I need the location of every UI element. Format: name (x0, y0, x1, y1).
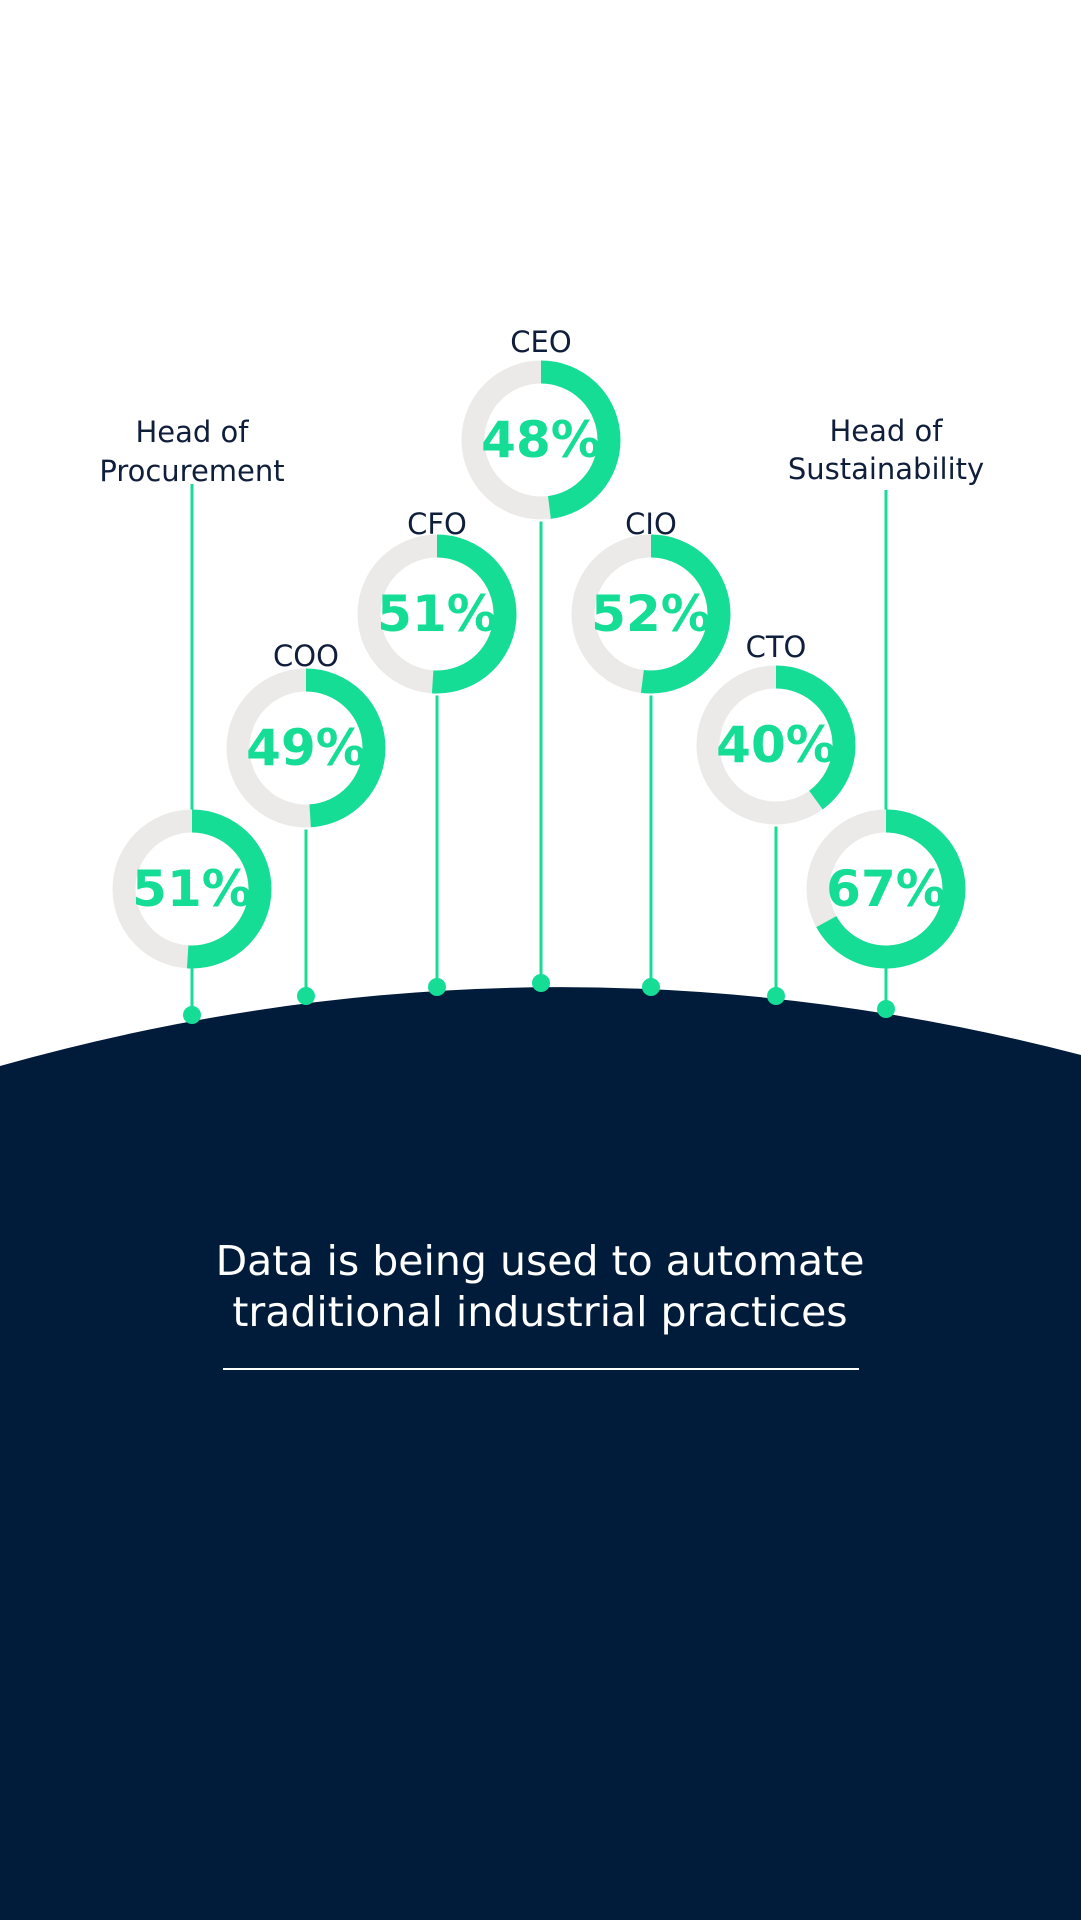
role-label-ceo: CEO (510, 325, 571, 359)
stem-dot-head-of-procurement (183, 1006, 201, 1024)
donut-backing-cio (571, 534, 731, 694)
connector-stems (183, 484, 895, 1024)
donut-group: 51% Head of Procurement 49% COO 51% CFO 48% CEO 5… (99, 325, 984, 969)
value-label-coo: 49% (246, 719, 366, 777)
stem-dot-coo (297, 987, 315, 1005)
donut-backing-head-of-sustainability (806, 809, 966, 969)
donut-backing-coo (226, 668, 386, 828)
role-label-head-of-sustainability-line-2: Sustainability (788, 452, 984, 486)
caption-headline: Data is being used to automate tradition… (140, 1236, 940, 1338)
donut-head-of-procurement: 51% (112, 809, 272, 969)
stem-dot-cio (642, 978, 660, 996)
donut-backing-head-of-procurement (112, 809, 272, 969)
role-label-cto: CTO (746, 630, 807, 664)
stem-dot-ceo (532, 974, 550, 992)
role-label-cio: CIO (625, 507, 677, 541)
value-label-head-of-procurement: 51% (132, 860, 252, 918)
donut-backing-cfo (357, 534, 517, 694)
value-label-cio: 52% (591, 585, 711, 643)
value-label-cto: 40% (716, 716, 836, 774)
donut-backing-cto (696, 665, 856, 825)
role-label-coo: COO (273, 639, 339, 673)
donut-cto: 40% (696, 665, 856, 825)
navy-hill-background (0, 987, 1081, 1920)
donut-cio: 52% (571, 534, 731, 694)
donut-ceo: 48% (461, 360, 621, 520)
caption-line-2: traditional industrial practices (232, 1288, 848, 1336)
donut-arc-head-of-sustainability (806, 809, 966, 969)
role-label-head-of-sustainability-line-1: Head of (830, 414, 944, 448)
stem-dot-head-of-sustainability (877, 1000, 895, 1018)
donut-arc-cto (696, 665, 856, 825)
donut-backing-ceo (461, 360, 621, 520)
value-label-cfo: 51% (377, 585, 497, 643)
donut-arc-head-of-procurement (112, 809, 272, 969)
stem-dot-cfo (428, 978, 446, 996)
role-label-cfo: CFO (407, 507, 467, 541)
value-label-head-of-sustainability: 67% (826, 860, 946, 918)
donut-head-of-sustainability: 67% (806, 809, 966, 969)
caption-line-1: Data is being used to automate (215, 1237, 865, 1285)
role-label-head-of-procurement-line-2: Procurement (99, 454, 284, 488)
donut-arc-cio (571, 534, 731, 694)
donut-cfo: 51% (357, 534, 517, 694)
value-label-ceo: 48% (481, 411, 601, 469)
donut-arc-ceo (461, 360, 621, 520)
caption-divider (223, 1368, 859, 1370)
donut-arc-coo (226, 668, 386, 828)
stem-dot-cto (767, 987, 785, 1005)
donut-coo: 49% (226, 668, 386, 828)
donut-arc-cfo (357, 534, 517, 694)
role-label-head-of-procurement-line-1: Head of (136, 415, 250, 449)
